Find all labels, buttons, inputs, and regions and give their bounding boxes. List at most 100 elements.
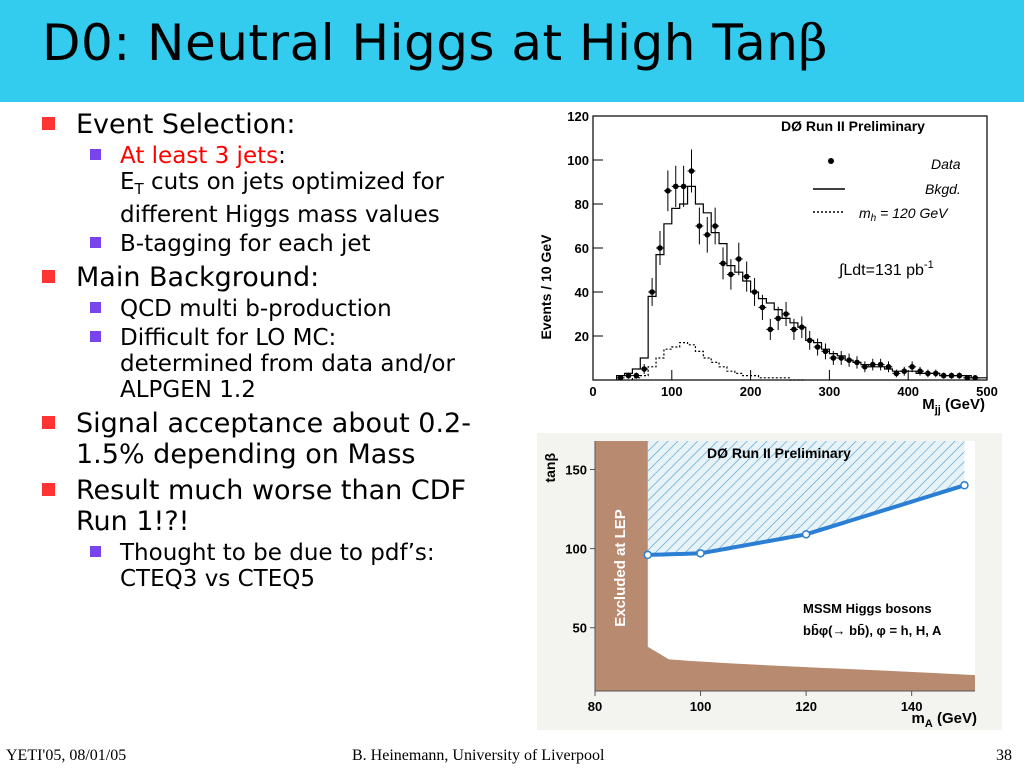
legend-signal-label: mh = 120 GeV [859,205,949,224]
histogram-ytick-label: 120 [567,109,589,124]
legend-bkgd-label: Bkgd. [925,181,961,197]
data-point [665,188,671,194]
data-point [672,183,679,190]
bullet-difficult: Difficult for LO MC: determined from dat… [40,325,540,403]
histogram-xtick-label: 200 [740,384,762,399]
histogram-xtick-label: 300 [819,384,841,399]
exclusion-xtick-label: 100 [690,699,712,714]
data-point [767,326,774,333]
data-point [712,223,718,229]
data-point [885,364,892,370]
histogram-xtick-label: 400 [897,384,919,399]
data-point [625,372,632,379]
data-point [775,315,781,322]
data-point [743,273,750,280]
exclusion-title: DØ Run II Preliminary [707,445,851,461]
limit-point [801,530,811,539]
data-point [854,359,860,366]
data-point [641,366,648,372]
bullet-signal-acceptance: Signal acceptance about 0.2- 1.5% depend… [40,408,540,470]
data-point [704,232,711,238]
exclusion-ytick-label: 100 [565,542,587,557]
title-bar [0,0,1024,102]
data-point [925,370,931,377]
data-point [877,361,884,368]
mjj-histogram-chart: 20 40 60 80 100 120 0 100 200 300 400 500 Events / … [538,109,998,416]
bullet-main-background: Main Background: [40,262,540,293]
exclusion-xtick-label: 120 [795,699,817,714]
data-point [972,375,978,381]
luminosity-label: ∫Ldt=131 pb-1 [838,259,934,279]
bullet-thought: Thought to be due to pdf’s: CTEQ3 vs CTE… [40,540,540,592]
data-point [728,271,734,278]
exclusion-ylabel: tanβ [542,453,558,483]
data-point [869,361,876,368]
data-point [909,364,915,370]
data-point [862,364,868,370]
histogram-ytick-label: 100 [567,153,589,168]
mssm-annotation: MSSM Higgs bosons [803,601,932,616]
data-point [751,289,758,295]
data-point [799,324,805,330]
data-point [814,344,821,350]
bullet-jets: At least 3 jets: ET cuts on jets optimiz… [40,143,540,228]
data-point [956,372,963,379]
data-point [893,370,900,377]
data-point [846,357,852,363]
tanbeta-exclusion-panel: 50 100 150 80 100 120 140 tanβ mA (GeV) DØ Run… [537,433,1002,730]
data-point [617,375,624,381]
histogram-title: DØ Run II Preliminary [781,118,925,134]
lep-excluded-region [595,441,975,691]
data-point [657,245,663,251]
limit-point [960,481,969,490]
bullet-result: Result much worse than CDF Run 1!?! [40,475,540,537]
histogram-xtick-label: 100 [661,384,683,399]
bullet-list: Event Selection: At least 3 jets: ET cut… [40,104,540,592]
data-point [633,372,640,379]
data-point [688,168,695,174]
histogram-frame [592,115,988,381]
data-point [822,348,829,355]
data-point [901,368,908,375]
exclusion-xtick-label: 140 [901,699,923,714]
signal-histogram [631,342,806,381]
mjj-histogram-panel: 20 40 60 80 100 120 0 100 200 300 400 500 Events / … [537,102,1002,428]
bullet-qcd: QCD multi b-production [40,296,540,322]
channel-annotation: bb̄φ(→ bb̄), φ = h, H, A [803,623,942,638]
data-point [680,183,687,190]
footer-left: YETI'05, 08/01/05 [6,747,127,764]
page-number: 38 [996,747,1012,764]
tanbeta-exclusion-chart: 50 100 150 80 100 120 140 tanβ mA (GeV) DØ Run… [542,441,977,730]
data-point [649,289,655,295]
data-point [940,372,947,379]
legend-data-label: Data [931,156,961,172]
data-point [759,304,766,311]
slide-title: D0: Neutral Higgs at High Tanβ [42,14,828,72]
data-point [830,355,837,361]
histogram-ytick-label: 80 [575,197,589,212]
data-point [932,370,939,377]
histogram-ytick-label: 60 [575,241,589,256]
data-point [806,337,813,344]
bullet-event-selection: Event Selection: [40,109,540,140]
footer-center: B. Heinemann, University of Liverpool [352,747,605,764]
data-point [917,368,923,375]
bullet-btag: B-tagging for each jet [40,231,540,257]
data-point [783,311,789,317]
exclusion-xlabel: mA (GeV) [912,710,977,730]
histogram-xtick-label: 0 [589,384,596,399]
exclusion-ytick-label: 150 [565,462,587,477]
excluded-region-hatch [647,441,965,555]
histogram-xtick-label: 500 [976,384,998,399]
data-point [948,372,955,379]
histogram-ylabel: Events / 10 GeV [538,234,554,340]
exclusion-ytick-label: 50 [573,621,587,636]
data-point [838,355,845,361]
data-point [696,223,703,229]
legend-data-marker [828,158,834,164]
limit-point [643,550,653,560]
data-point [964,375,971,381]
data-point [735,256,742,262]
histogram-ytick-label: 40 [575,285,589,300]
excluded-lep-label: Excluded at LEP [612,509,629,627]
